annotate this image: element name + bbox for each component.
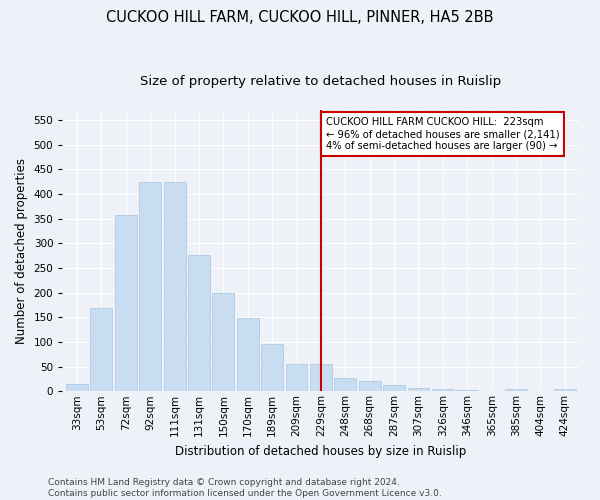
Bar [286,364,307,392]
Text: CUCKOO HILL FARM CUCKOO HILL:  223sqm
← 96% of detached houses are smaller (2,14: CUCKOO HILL FARM CUCKOO HILL: 223sqm ← 9… [326,118,559,150]
Bar [139,182,161,392]
Bar [237,318,259,392]
Bar [359,382,380,392]
Bar [115,215,137,392]
Text: Contains HM Land Registry data © Crown copyright and database right 2024.
Contai: Contains HM Land Registry data © Crown c… [48,478,442,498]
Text: CUCKOO HILL FARM, CUCKOO HILL, PINNER, HA5 2BB: CUCKOO HILL FARM, CUCKOO HILL, PINNER, H… [106,10,494,25]
Bar [188,254,210,392]
X-axis label: Distribution of detached houses by size in Ruislip: Distribution of detached houses by size … [175,444,467,458]
Bar [261,344,283,392]
Bar [383,386,405,392]
Bar [456,390,478,392]
Bar [407,388,430,392]
Bar [164,182,185,392]
Bar [432,389,454,392]
Bar [554,389,576,392]
Bar [212,292,235,392]
Bar [66,384,88,392]
Title: Size of property relative to detached houses in Ruislip: Size of property relative to detached ho… [140,75,502,88]
Bar [334,378,356,392]
Bar [91,308,112,392]
Bar [505,389,527,392]
Bar [310,364,332,392]
Y-axis label: Number of detached properties: Number of detached properties [15,158,28,344]
